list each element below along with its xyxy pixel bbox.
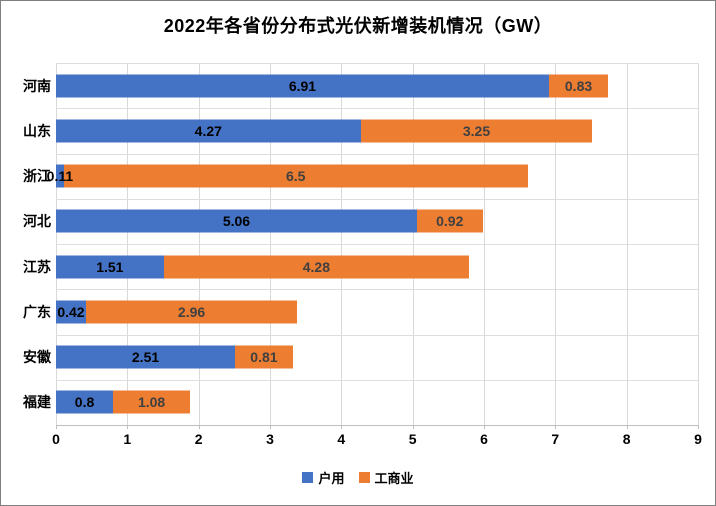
bar-segment	[85, 300, 298, 324]
gridline	[56, 63, 698, 64]
category-label: 福建	[23, 394, 51, 411]
bar-value-label: 6.5	[285, 168, 306, 185]
bar-row: 2.51 0.81	[56, 335, 698, 380]
bar-row: 5.06 0.92	[56, 199, 698, 244]
bar-segment	[56, 74, 549, 98]
category-label: 广东	[23, 303, 51, 320]
bar-segment	[548, 74, 609, 98]
category-label: 江苏	[23, 258, 51, 275]
category-label: 河北	[23, 213, 51, 230]
bar-segment	[56, 164, 64, 188]
bar-row: 0.8 1.08	[56, 380, 698, 425]
axis-tick	[555, 425, 557, 429]
gridline	[56, 244, 698, 245]
gridline	[698, 63, 699, 425]
chart-title: 2022年各省份分布式光伏新增装机情况（GW）	[163, 16, 553, 36]
bar-value-label: 0.92	[436, 213, 464, 230]
x-axis-line	[56, 425, 698, 426]
bar-value-label: 4.27	[194, 122, 222, 139]
bar-segment	[56, 345, 236, 369]
bar-segment	[163, 255, 469, 279]
x-tick-label: 7	[551, 431, 560, 447]
bar-segment	[63, 164, 528, 188]
bar-value-label: 0.11	[46, 168, 74, 185]
bar-row: 0.11 6.5	[47, 154, 698, 199]
axis-tick	[484, 425, 485, 429]
legend-swatch	[302, 472, 314, 483]
x-tick-label: 3	[266, 431, 274, 447]
bar-row: 1.51 4.28	[56, 244, 698, 289]
x-tick-label: 0	[52, 431, 60, 447]
axis-tick	[127, 425, 129, 429]
bar-value-label: 1.08	[137, 394, 166, 411]
plot-area: 6.91 0.83 4.27 3.25 0.11 6.5 5.06 0.92 1.51 4.28 0…	[47, 63, 699, 429]
legend-item: 户用	[302, 468, 345, 487]
category-axis: 河南山东浙江河北江苏广东安徽福建	[5, 63, 51, 425]
bar-segment	[56, 255, 164, 279]
x-tick-label: 6	[480, 431, 488, 447]
bar-segment	[56, 300, 86, 324]
bar-value-label: 2.96	[177, 303, 206, 320]
bar-value-label: 5.06	[222, 213, 251, 230]
category-label: 河南	[23, 77, 51, 94]
axis-tick	[198, 425, 200, 429]
bar-value-label: 6.91	[288, 77, 317, 94]
gridline	[56, 198, 698, 200]
bar-segment	[416, 209, 483, 233]
bar-value-label: 0.83	[564, 77, 593, 94]
category-label: 安徽	[23, 349, 51, 366]
bar-segment	[235, 345, 293, 369]
gridline	[56, 108, 698, 110]
bar-row: 4.27 3.25	[56, 108, 698, 153]
gridline	[56, 289, 698, 291]
bar-segment	[56, 119, 361, 143]
axis-tick	[698, 425, 699, 429]
bar-value-label: 0.81	[250, 349, 278, 366]
x-tick-label: 8	[622, 431, 631, 447]
gridline	[56, 334, 698, 336]
legend-item: 工商业	[358, 468, 414, 487]
axis-tick	[412, 425, 414, 429]
bar-value-label: 2.51	[131, 349, 160, 366]
legend-swatch	[358, 472, 370, 483]
axis-tick	[270, 425, 271, 429]
legend-label: 工商业	[374, 471, 414, 486]
bar-segment	[56, 209, 417, 233]
axis-tick	[341, 425, 343, 429]
x-tick-label: 1	[123, 431, 132, 447]
bar-value-label: 0.42	[57, 303, 85, 320]
bar-value-label: 0.8	[74, 394, 95, 411]
legend-label: 户用	[318, 471, 345, 486]
bar-row: 6.91 0.83	[56, 63, 698, 108]
axis-tick	[56, 425, 57, 429]
bar-value-label: 3.25	[462, 122, 491, 139]
x-tick-label: 4	[337, 431, 346, 447]
category-label: 山东	[23, 122, 51, 139]
bar-value-label: 4.28	[302, 258, 330, 275]
axis-tick	[626, 425, 628, 429]
bar-segment	[113, 390, 191, 414]
bar-value-label: 1.51	[96, 258, 124, 275]
gridline	[56, 379, 698, 381]
category-label: 浙江	[23, 168, 51, 185]
x-tick-label: 5	[408, 431, 417, 447]
bar-segment	[56, 390, 114, 414]
legend: 户用 工商业	[1, 468, 715, 487]
x-tick-label: 9	[694, 431, 702, 447]
bar-segment	[360, 119, 593, 143]
bar-row: 0.42 2.96	[56, 289, 698, 334]
x-axis: 0 1 2 3 4 5 6 7 8 9	[52, 431, 702, 450]
gridline	[56, 153, 698, 155]
x-tick-label: 2	[194, 431, 203, 447]
